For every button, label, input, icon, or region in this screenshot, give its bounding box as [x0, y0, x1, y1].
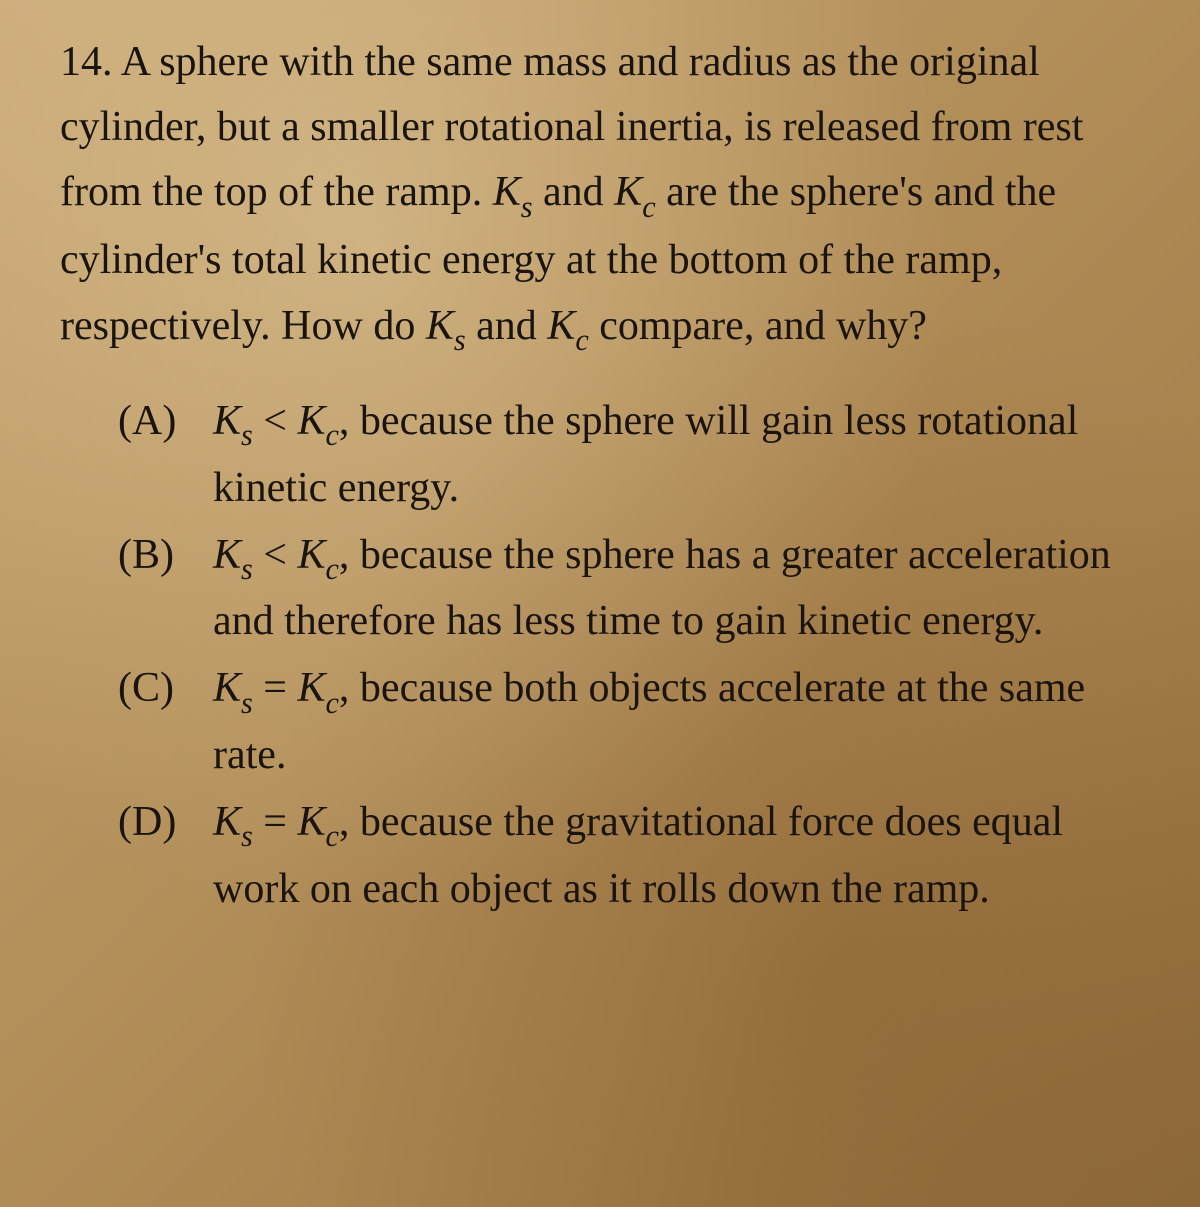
- choice-C-rel: =: [253, 665, 298, 711]
- choice-D-rel: =: [253, 799, 298, 845]
- choice-C-text: Ks = Kc, because both objects accelerate…: [213, 657, 1150, 787]
- choice-B-rel: <: [253, 532, 298, 578]
- choice-A-text: Ks < Kc, because the sphere will gain le…: [213, 390, 1150, 520]
- question-stem: 14. A sphere with the same mass and radi…: [60, 30, 1150, 362]
- choice-D-sym1: K: [213, 799, 241, 845]
- choice-B-sub1: s: [241, 552, 253, 586]
- choice-A-label: (A): [118, 390, 213, 520]
- question-number: 14.: [60, 39, 113, 85]
- choice-A-sym1: K: [213, 398, 241, 444]
- symbol-Ks-sub: s: [521, 190, 533, 224]
- choice-D-text: Ks = Kc, because the gravitational force…: [213, 791, 1150, 921]
- choice-A-sub2: c: [326, 418, 339, 452]
- choice-A-sym2: K: [297, 398, 325, 444]
- symbol-Kc-2-sub: c: [575, 323, 588, 357]
- choice-B-rest: , because the sphere has a greater accel…: [213, 532, 1111, 645]
- choice-B-text: Ks < Kc, because the sphere has a greate…: [213, 524, 1150, 654]
- choice-B-sym1: K: [213, 532, 241, 578]
- symbol-Kc-2: K: [547, 303, 575, 349]
- answer-choices: (A) Ks < Kc, because the sphere will gai…: [60, 390, 1150, 921]
- choice-A[interactable]: (A) Ks < Kc, because the sphere will gai…: [118, 390, 1150, 520]
- stem-text-5: compare, and why?: [589, 303, 927, 349]
- choice-D-label: (D): [118, 791, 213, 921]
- choice-B-label: (B): [118, 524, 213, 654]
- choice-A-sub1: s: [241, 418, 253, 452]
- stem-text-2: and: [533, 169, 615, 215]
- symbol-Ks: K: [493, 169, 521, 215]
- choice-C-label: (C): [118, 657, 213, 787]
- choice-D-rest: , because the gravitational force does e…: [213, 799, 1063, 912]
- choice-C-rest: , because both objects accelerate at the…: [213, 665, 1085, 778]
- choice-B-sub2: c: [326, 552, 339, 586]
- choice-B[interactable]: (B) Ks < Kc, because the sphere has a gr…: [118, 524, 1150, 654]
- choice-C-sym2: K: [297, 665, 325, 711]
- symbol-Ks-2: K: [426, 303, 454, 349]
- choice-D-sub1: s: [241, 819, 253, 853]
- symbol-Kc: K: [614, 169, 642, 215]
- choice-C[interactable]: (C) Ks = Kc, because both objects accele…: [118, 657, 1150, 787]
- choice-A-rest: , because the sphere will gain less rota…: [213, 398, 1078, 511]
- symbol-Kc-sub: c: [642, 190, 655, 224]
- choice-D[interactable]: (D) Ks = Kc, because the gravitational f…: [118, 791, 1150, 921]
- choice-C-sym1: K: [213, 665, 241, 711]
- symbol-Ks-2-sub: s: [454, 323, 466, 357]
- choice-D-sym2: K: [297, 799, 325, 845]
- choice-C-sub1: s: [241, 686, 253, 720]
- stem-text-4: and: [466, 303, 548, 349]
- choice-D-sub2: c: [326, 819, 339, 853]
- choice-C-sub2: c: [326, 686, 339, 720]
- choice-A-rel: <: [253, 398, 298, 444]
- choice-B-sym2: K: [297, 532, 325, 578]
